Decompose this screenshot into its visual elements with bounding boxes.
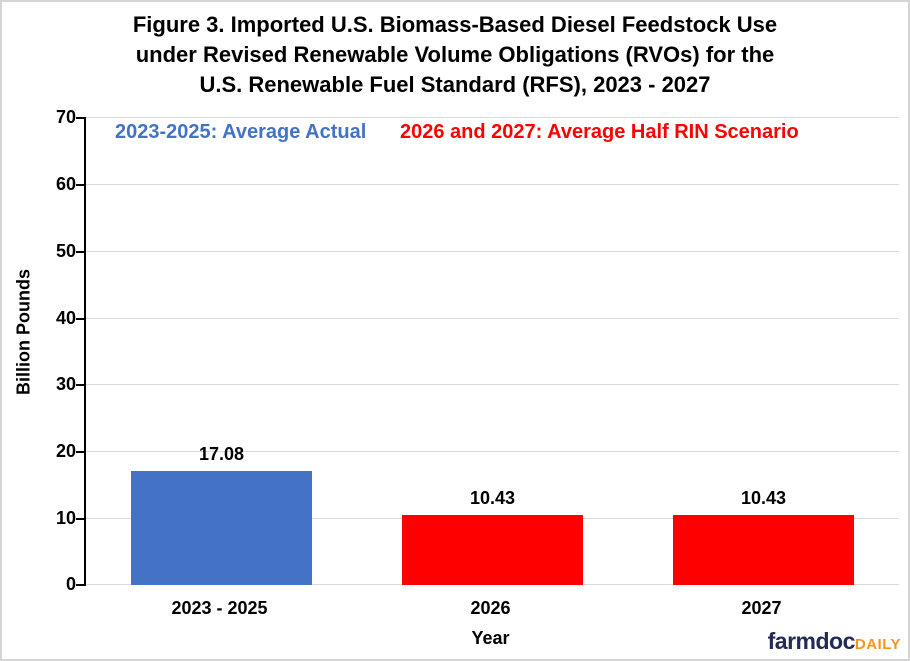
y-tick-mark-10	[76, 518, 86, 520]
chart-title-line-1: Figure 3. Imported U.S. Biomass-Based Di…	[132, 12, 778, 37]
gridline-y-60	[86, 184, 899, 185]
legend-annotation-scenario: 2026 and 2027: Average Half RIN Scenario	[400, 121, 799, 143]
gridline-y-20	[86, 451, 899, 452]
bar-2026	[402, 515, 583, 585]
y-tick-mark-30	[76, 384, 86, 386]
y-tick-label-40: 40	[55, 308, 76, 328]
y-tick-mark-60	[76, 184, 86, 186]
y-tick-label-50: 50	[55, 241, 76, 261]
y-tick-label-30: 30	[55, 374, 76, 394]
y-tick-mark-40	[76, 318, 86, 320]
chart-title-line-3: U.S. Renewable Fuel Standard (RFS), 2023…	[199, 72, 711, 97]
x-tick-label-2023-2025: 2023 - 2025	[171, 598, 268, 618]
gridline-y-40	[86, 318, 899, 319]
y-tick-mark-50	[76, 251, 86, 253]
bar-2023-2025	[131, 471, 312, 585]
gridline-y-50	[86, 251, 899, 252]
bar-value-label-2023-2025: 17.08	[198, 444, 245, 464]
bar-2027	[673, 515, 854, 585]
logo-farmdoc-text: farmdoc	[767, 628, 856, 654]
chart-title-line-2: under Revised Renewable Volume Obligatio…	[135, 42, 775, 67]
y-tick-label-20: 20	[55, 441, 76, 461]
gridline-y-70	[86, 117, 899, 118]
gridline-y-30	[86, 384, 899, 385]
legend-annotation-actual: 2023-2025: Average Actual	[115, 121, 367, 143]
logo-daily-text: DAILY	[854, 636, 901, 653]
y-tick-mark-0	[76, 584, 86, 586]
y-tick-label-70: 70	[55, 107, 76, 127]
chart-title: Figure 3. Imported U.S. Biomass-Based Di…	[2, 10, 908, 100]
x-axis-title: Year	[471, 628, 510, 648]
y-tick-label-10: 10	[55, 508, 76, 528]
bar-value-label-2026: 10.43	[469, 488, 516, 508]
y-tick-mark-70	[76, 117, 86, 119]
farmdoc-daily-logo: farmdoc DAILY	[768, 628, 901, 655]
y-tick-label-60: 60	[55, 174, 76, 194]
bar-value-label-2027: 10.43	[740, 488, 787, 508]
x-tick-label-2027: 2027	[741, 598, 782, 618]
plot-area: 17.08 10.43 10.43	[76, 117, 899, 586]
x-tick-label-2026: 2026	[470, 598, 511, 618]
y-tick-label-0: 0	[65, 574, 76, 594]
y-tick-mark-20	[76, 451, 86, 453]
